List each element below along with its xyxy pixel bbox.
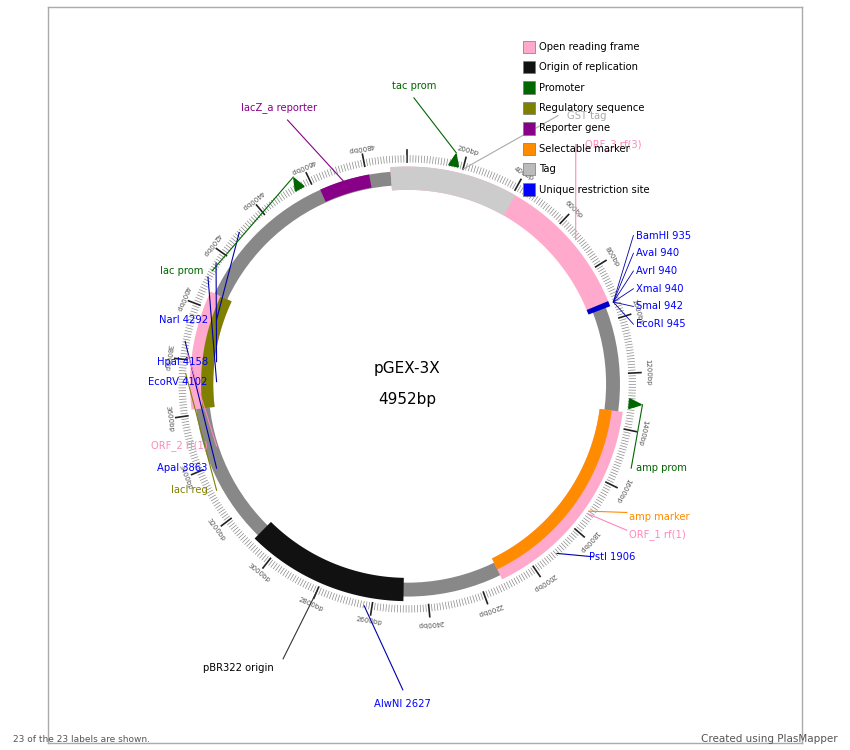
- Text: 4200bp: 4200bp: [201, 232, 221, 257]
- Text: 4400bp: 4400bp: [241, 189, 264, 211]
- Polygon shape: [320, 175, 371, 202]
- Text: HpaI 4158: HpaI 4158: [156, 357, 207, 367]
- Polygon shape: [190, 292, 232, 410]
- Text: 4800bp: 4800bp: [348, 142, 375, 153]
- Text: Created using PlasMapper: Created using PlasMapper: [700, 734, 837, 744]
- Text: 2800bp: 2800bp: [298, 596, 325, 613]
- Text: amp prom: amp prom: [636, 463, 687, 473]
- Text: 400bp: 400bp: [513, 166, 536, 182]
- Text: Selectable marker: Selectable marker: [539, 144, 630, 154]
- FancyBboxPatch shape: [523, 40, 536, 53]
- Text: ORF_3 rf(3): ORF_3 rf(3): [585, 139, 641, 150]
- Text: tac prom: tac prom: [392, 81, 436, 92]
- FancyBboxPatch shape: [523, 142, 536, 155]
- Polygon shape: [294, 178, 304, 191]
- Text: Reporter gene: Reporter gene: [539, 124, 610, 134]
- Text: pBR322 origin: pBR322 origin: [203, 663, 275, 673]
- Text: Origin of replication: Origin of replication: [539, 62, 638, 72]
- Text: pGEX-3X: pGEX-3X: [374, 361, 440, 376]
- FancyBboxPatch shape: [523, 82, 536, 94]
- FancyBboxPatch shape: [523, 61, 536, 74]
- Text: 2200bp: 2200bp: [476, 602, 503, 617]
- Text: Regulatory sequence: Regulatory sequence: [539, 103, 644, 113]
- Text: EcoRV 4102: EcoRV 4102: [149, 376, 207, 387]
- Text: ORF_2 rf(1): ORF_2 rf(1): [151, 440, 207, 452]
- Polygon shape: [492, 409, 612, 569]
- Text: Promoter: Promoter: [539, 82, 585, 93]
- Text: 200bp: 200bp: [456, 146, 479, 157]
- Text: 4600bp: 4600bp: [290, 158, 317, 176]
- Polygon shape: [629, 399, 642, 409]
- FancyBboxPatch shape: [523, 163, 536, 176]
- Text: Open reading frame: Open reading frame: [539, 42, 640, 52]
- Text: 1800bp: 1800bp: [578, 530, 600, 554]
- Text: 1400bp: 1400bp: [638, 419, 649, 446]
- Text: 1000bp: 1000bp: [630, 298, 643, 326]
- Text: BamHI 935: BamHI 935: [636, 230, 691, 241]
- Text: amp marker: amp marker: [629, 512, 689, 522]
- Text: NarI 4292: NarI 4292: [159, 314, 207, 325]
- Text: lacI reg: lacI reg: [171, 485, 207, 495]
- Polygon shape: [586, 301, 610, 314]
- Text: XmaI 940: XmaI 940: [636, 284, 683, 294]
- Text: AvrI 940: AvrI 940: [636, 266, 677, 276]
- FancyBboxPatch shape: [523, 184, 536, 196]
- Polygon shape: [390, 166, 515, 215]
- Polygon shape: [255, 522, 404, 601]
- Text: 1600bp: 1600bp: [615, 477, 632, 504]
- Text: AlwNI 2627: AlwNI 2627: [374, 699, 431, 709]
- Text: 3200bp: 3200bp: [206, 518, 227, 542]
- Text: 2000bp: 2000bp: [531, 572, 557, 592]
- Text: 23 of the 23 labels are shown.: 23 of the 23 labels are shown.: [13, 735, 150, 744]
- Text: lacZ_a reporter: lacZ_a reporter: [241, 103, 317, 113]
- Polygon shape: [390, 166, 609, 312]
- Text: 4952bp: 4952bp: [378, 392, 436, 407]
- Text: 4000bp: 4000bp: [175, 285, 190, 312]
- Text: ApaI 3863: ApaI 3863: [157, 463, 207, 473]
- Text: 3600bp: 3600bp: [164, 405, 174, 432]
- FancyBboxPatch shape: [523, 122, 536, 135]
- Polygon shape: [449, 154, 458, 167]
- Text: AvaI 940: AvaI 940: [636, 248, 679, 258]
- Polygon shape: [201, 296, 232, 409]
- Text: Tag: Tag: [539, 164, 556, 174]
- Text: SmaI 942: SmaI 942: [636, 302, 683, 311]
- Text: 3000bp: 3000bp: [246, 562, 271, 584]
- Text: Unique restriction site: Unique restriction site: [539, 184, 649, 195]
- Text: 3400bp: 3400bp: [178, 464, 194, 490]
- Text: 600bp: 600bp: [563, 200, 583, 220]
- Polygon shape: [492, 409, 623, 579]
- Text: PstI 1906: PstI 1906: [589, 552, 636, 562]
- Text: EcoRI 945: EcoRI 945: [636, 320, 685, 329]
- Text: ORF_1 rf(1): ORF_1 rf(1): [629, 530, 686, 540]
- Text: 2400bp: 2400bp: [417, 619, 444, 628]
- Text: 3800bp: 3800bp: [164, 344, 173, 371]
- Text: 800bp: 800bp: [604, 246, 620, 268]
- Text: GST tag: GST tag: [567, 110, 606, 121]
- FancyBboxPatch shape: [523, 102, 536, 114]
- Text: lac prom: lac prom: [160, 266, 203, 276]
- Text: 2600bp: 2600bp: [356, 616, 383, 626]
- Text: 1200bp: 1200bp: [644, 358, 651, 386]
